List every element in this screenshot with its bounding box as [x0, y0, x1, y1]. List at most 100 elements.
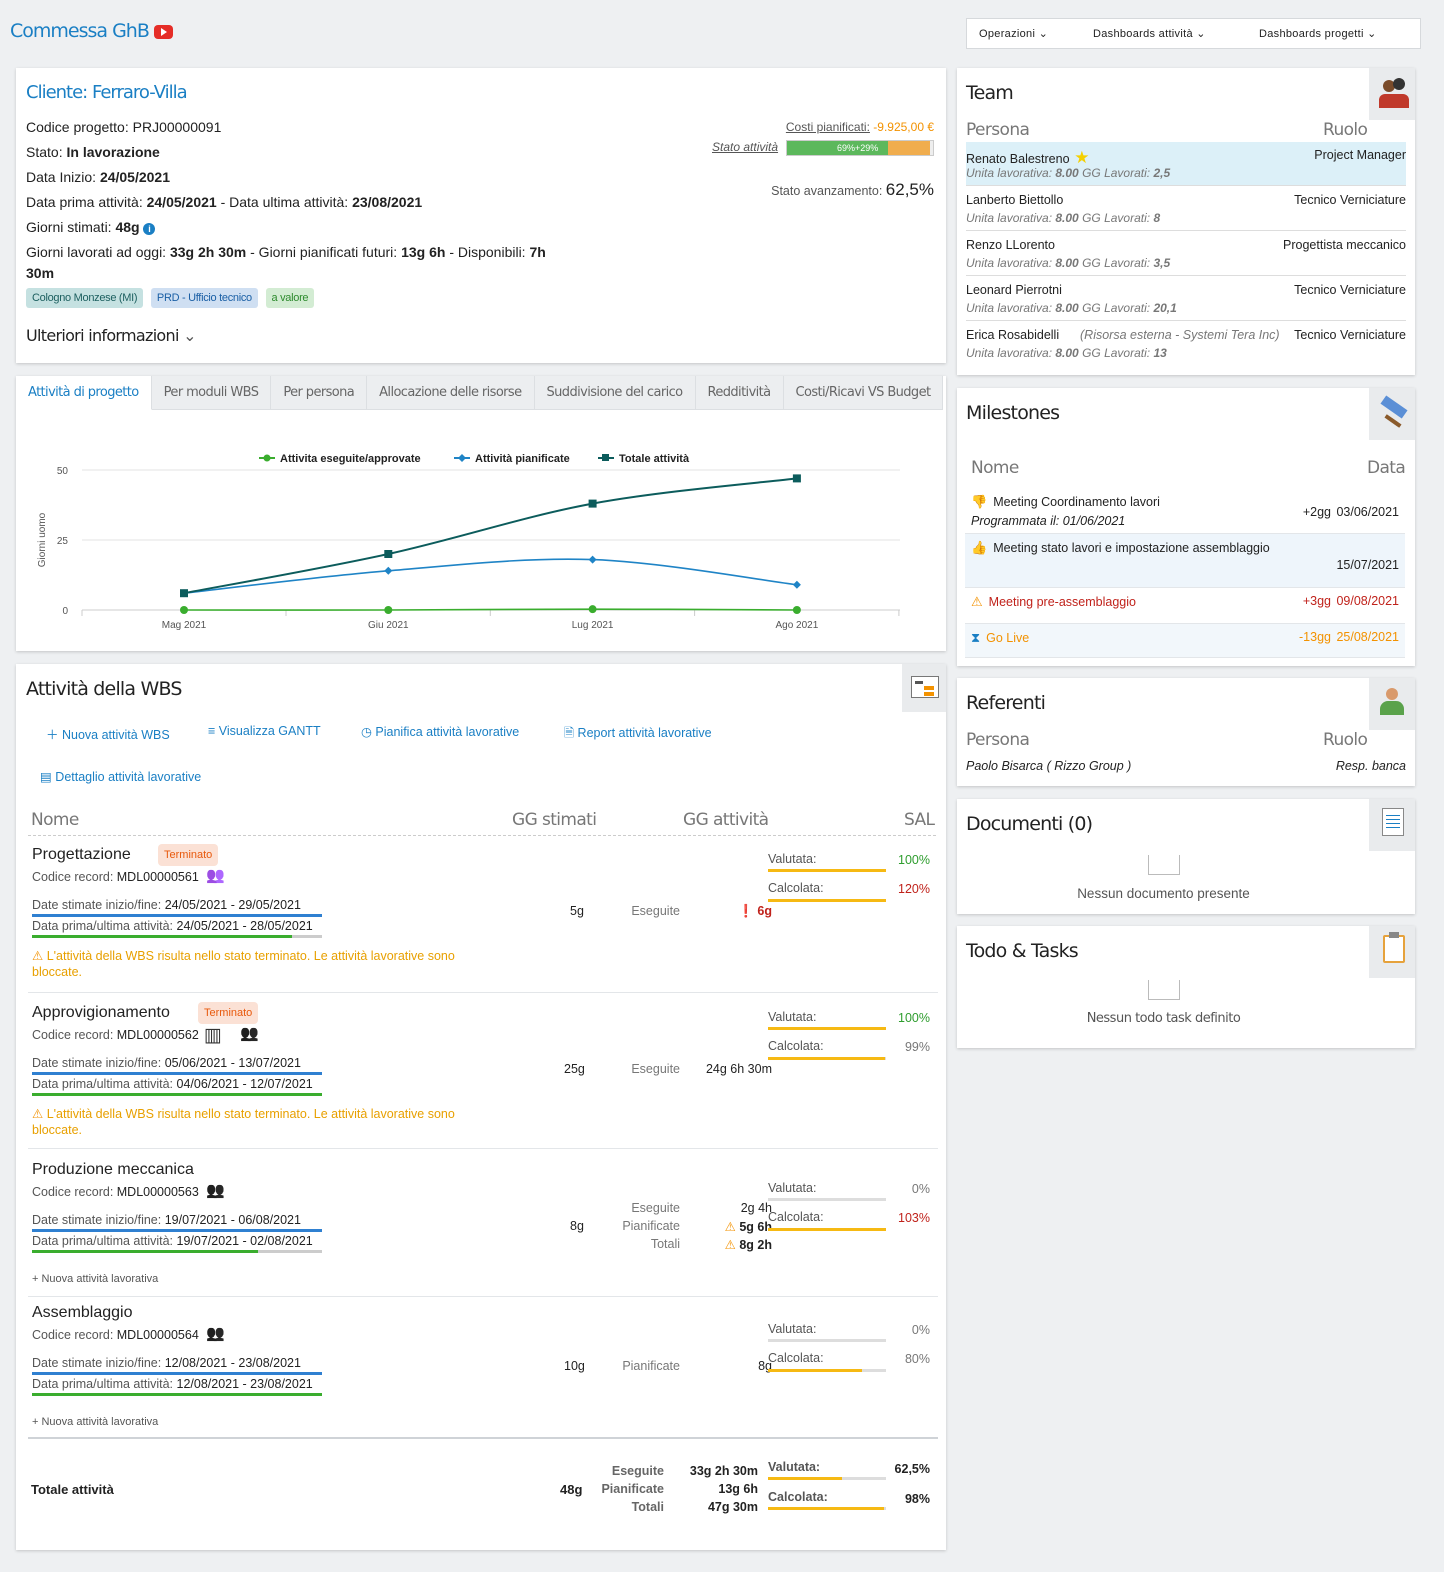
total-type-label: Totali — [631, 1500, 664, 1514]
people-icon[interactable]: 👥 — [206, 867, 225, 884]
referenti-panel: Referenti Persona Ruolo Paolo Bisarca ( … — [957, 678, 1415, 786]
person-icon[interactable] — [1369, 678, 1415, 730]
team-member-unit: Unita lavorativa: 8.00 GG Lavorati: 2,5 — [966, 166, 1171, 180]
wbs-row-warning: ⚠ L'attività della WBS risulta nello sta… — [32, 1107, 455, 1137]
tab-costi-ricavi[interactable]: Costi/Ricavi VS Budget — [783, 376, 944, 410]
wbs-row-type-value: ⚠ 5g 6h — [724, 1220, 772, 1234]
team-member-row[interactable]: Lanberto Biettollo Unita lavorativa: 8.00… — [966, 187, 1406, 231]
wbs-row-gg-stimati: 8g — [570, 1219, 584, 1233]
wbs-row-date-stimate: Date stimate inizio/fine: 05/06/2021 - 1… — [32, 1056, 301, 1070]
team-member-row[interactable]: Erica Rosabidelli (Risorsa esterna - Syst… — [966, 322, 1406, 366]
wbs-row-name[interactable]: Assemblaggio — [32, 1304, 133, 1321]
chevron-down-icon: ⌄ — [1196, 28, 1206, 40]
sal-valutata-bar — [768, 1198, 886, 1201]
series-line — [183, 558, 797, 594]
milestone-row[interactable]: ⚠ Meeting pre-assemblaggio +3gg 09/08/2021 — [965, 588, 1405, 624]
warning-icon: ⚠ — [724, 1220, 740, 1234]
warning-icon: ⚠ — [971, 594, 983, 609]
team-member-role: Tecnico Verniciature — [1294, 328, 1406, 342]
tab-suddivisione-carico[interactable]: Suddivisione del carico — [534, 376, 696, 410]
team-member-role: Tecnico Verniciature — [1294, 193, 1406, 207]
nuova-attivita-wbs-button[interactable]: ＋ Nuova attività WBS — [46, 728, 170, 742]
col-gg-stimati: GG stimati — [512, 810, 597, 830]
cliente-title[interactable]: Cliente: Ferraro-Villa — [26, 82, 188, 103]
wbs-row-type-label: Eseguite — [631, 1201, 680, 1215]
report-attivita-button[interactable]: 🗎 Report attività lavorative — [564, 726, 712, 740]
date-prima-bar-fill — [32, 935, 292, 938]
pianifica-attivita-button[interactable]: ◷ Pianifica attività lavorative — [361, 725, 520, 739]
dettaglio-attivita-button[interactable]: ▤ Dettaglio attività lavorative — [40, 770, 202, 784]
team-member-unit: Unita lavorativa: 8.00 GG Lavorati: 13 — [966, 346, 1167, 360]
team-member-row[interactable]: Renato Balestreno ★ Unita lavorativa: 8.0… — [966, 142, 1406, 186]
total-type-label: Pianificate — [601, 1482, 664, 1496]
data-point — [588, 605, 597, 614]
clipboard-icon[interactable] — [1369, 926, 1415, 978]
tab-redditivita[interactable]: Redditività — [695, 376, 784, 410]
nuova-attivita-lavorativa-button[interactable]: + Nuova attività lavorativa — [32, 1273, 159, 1285]
team-col-ruolo: Ruolo — [1323, 120, 1368, 140]
menu-operazioni[interactable]: Operazioni ⌄ — [979, 28, 1049, 40]
milestones-panel: Milestones Nome Data 👎 Meeting Coordiname… — [957, 388, 1415, 666]
tab-per-persona[interactable]: Per persona — [271, 376, 368, 410]
sal-valutata-value: 0% — [911, 1323, 930, 1337]
milestone-delta: +3gg — [1302, 594, 1331, 608]
table-icon[interactable]: ▥ — [204, 1025, 222, 1046]
milestone-row[interactable]: ⧗ Go Live -13gg 25/08/2021 — [965, 624, 1405, 658]
team-member-name: Renzo LLorento — [966, 238, 1055, 252]
chevron-down-icon: ⌄ — [1038, 28, 1049, 40]
col-gg-attivita: GG attività — [683, 810, 769, 830]
milestone-row[interactable]: 👎 Meeting Coordinamento lavori Programmata… — [965, 488, 1405, 534]
info-icon[interactable]: i — [143, 223, 156, 235]
tab-attivita-progetto[interactable]: Attività di progetto — [16, 376, 152, 410]
team-icon[interactable] — [1369, 68, 1415, 120]
milestone-label: Meeting pre-assemblaggio — [988, 595, 1136, 609]
milestone-name: 👎 Meeting Coordinamento lavori — [971, 494, 1160, 510]
visualizza-gantt-button[interactable]: ≡ Visualizza GANTT — [208, 724, 321, 738]
data-point — [792, 606, 801, 614]
wbs-tree-icon[interactable] — [902, 664, 946, 712]
chevron-down-icon: ⌄ — [183, 326, 196, 345]
tab-moduli-wbs[interactable]: Per moduli WBS — [151, 376, 272, 410]
wbs-row: Produzione meccanica Codice record: MDL00… — [28, 1159, 940, 1309]
people-icon[interactable]: 👥 — [240, 1025, 259, 1042]
team-member-role: Project Manager — [1314, 148, 1406, 162]
people-icon[interactable]: 👥 — [206, 1325, 225, 1342]
team-member-row[interactable]: Leonard Pierrotni Unita lavorativa: 8.00 … — [966, 277, 1406, 321]
series-line — [183, 477, 798, 595]
people-icon[interactable]: 👥 — [206, 1182, 225, 1199]
youtube-icon[interactable] — [154, 25, 173, 39]
wbs-row-code: Codice record: MDL00000561 — [32, 870, 199, 884]
document-icon[interactable] — [1369, 799, 1415, 851]
team-member-name: Lanberto Biettollo — [966, 193, 1064, 207]
sal-valutata-label: Valutata: — [768, 852, 817, 866]
milestone-row[interactable]: 👍 Meeting stato lavori e impostazione ass… — [965, 534, 1405, 588]
team-title: Team — [966, 82, 1014, 104]
wbs-row-name[interactable]: Produzione meccanica — [32, 1161, 194, 1178]
stato-attivita-bar: 69%+29% — [786, 140, 934, 156]
star-icon: ★ — [1069, 148, 1090, 167]
legend-label: Attività pianificate — [475, 453, 570, 465]
date-prima-bar-fill — [32, 1250, 258, 1253]
data-point — [384, 566, 393, 575]
wbs-row-date-prima: Data prima/ultima attività: 24/05/2021 -… — [32, 919, 313, 933]
date-prima-bar-fill — [32, 1393, 322, 1396]
sal-calcolata-bar-fill — [768, 899, 886, 902]
wbs-row: Assemblaggio Codice record: MDL00000564 👥 D… — [30, 1302, 940, 1452]
team-member-row[interactable]: Renzo LLorento Unita lavorativa: 8.00 GG … — [966, 232, 1406, 276]
wbs-row-name[interactable]: Progettazione — [32, 846, 131, 863]
wbs-row-type-label: Eseguite — [631, 904, 680, 918]
col-nome: Nome — [31, 810, 79, 830]
milestone-name: ⧗ Go Live — [971, 630, 1029, 646]
wbs-row-name[interactable]: Approvigionamento — [32, 1004, 170, 1021]
tab-allocazione-risorse[interactable]: Allocazione delle risorse — [367, 376, 535, 410]
menu-dashboards-attivita[interactable]: Dashboards attività ⌄ — [1093, 28, 1206, 40]
wbs-row-type-value: 24g 6h 30m — [705, 1062, 772, 1076]
total-type-value: 47g 30m — [707, 1500, 758, 1514]
status-badge: Terminato — [198, 1002, 259, 1024]
hammer-icon[interactable] — [1369, 388, 1415, 440]
menu-dashboards-progetti[interactable]: Dashboards progetti ⌄ — [1259, 28, 1377, 40]
referenti-col-ruolo: Ruolo — [1323, 730, 1368, 750]
wbs-row-warning: ⚠ L'attività della WBS risulta nello sta… — [32, 949, 455, 979]
ulteriori-informazioni[interactable]: Ulteriori informazioni ⌄ — [26, 326, 197, 345]
nuova-attivita-lavorativa-button[interactable]: + Nuova attività lavorativa — [32, 1416, 159, 1428]
